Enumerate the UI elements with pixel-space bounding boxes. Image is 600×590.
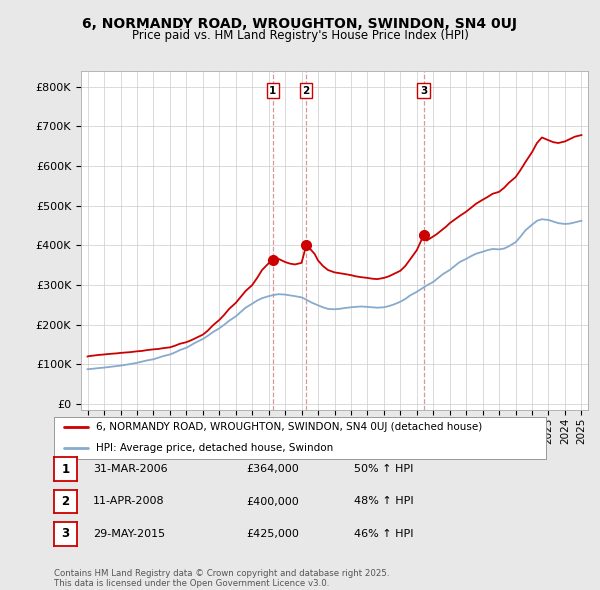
Text: 3: 3 — [420, 86, 427, 96]
Text: 1: 1 — [269, 86, 277, 96]
Text: Price paid vs. HM Land Registry's House Price Index (HPI): Price paid vs. HM Land Registry's House … — [131, 29, 469, 42]
Text: 6, NORMANDY ROAD, WROUGHTON, SWINDON, SN4 0UJ (detached house): 6, NORMANDY ROAD, WROUGHTON, SWINDON, SN… — [96, 422, 482, 432]
Text: 11-APR-2008: 11-APR-2008 — [93, 497, 164, 506]
Text: 2: 2 — [61, 495, 70, 508]
Text: £425,000: £425,000 — [246, 529, 299, 539]
Text: 50% ↑ HPI: 50% ↑ HPI — [354, 464, 413, 474]
Text: 1: 1 — [61, 463, 70, 476]
Text: 3: 3 — [61, 527, 70, 540]
Text: 2: 2 — [302, 86, 310, 96]
Text: HPI: Average price, detached house, Swindon: HPI: Average price, detached house, Swin… — [96, 443, 333, 453]
Text: 48% ↑ HPI: 48% ↑ HPI — [354, 497, 413, 506]
Text: £400,000: £400,000 — [246, 497, 299, 506]
Text: £364,000: £364,000 — [246, 464, 299, 474]
Text: 31-MAR-2006: 31-MAR-2006 — [93, 464, 167, 474]
Text: Contains HM Land Registry data © Crown copyright and database right 2025.
This d: Contains HM Land Registry data © Crown c… — [54, 569, 389, 588]
Text: 6, NORMANDY ROAD, WROUGHTON, SWINDON, SN4 0UJ: 6, NORMANDY ROAD, WROUGHTON, SWINDON, SN… — [83, 17, 517, 31]
Text: 29-MAY-2015: 29-MAY-2015 — [93, 529, 165, 539]
Text: 46% ↑ HPI: 46% ↑ HPI — [354, 529, 413, 539]
